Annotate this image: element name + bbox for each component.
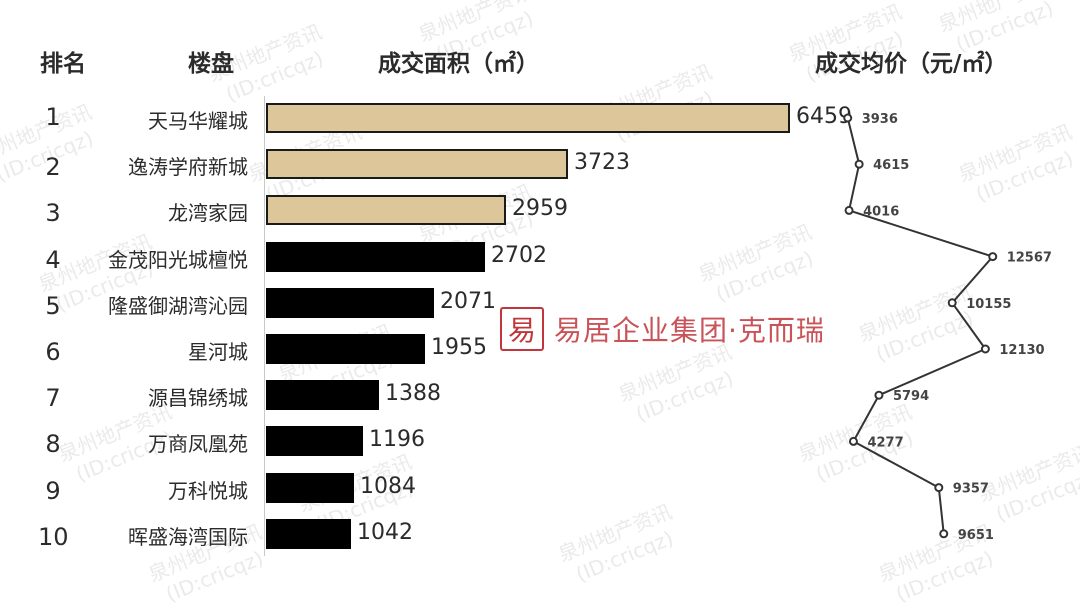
- brand-logo: 易 易居企业集团·克而瑞: [500, 307, 825, 351]
- project-name-label: 天马华耀城: [148, 109, 248, 133]
- header-name: 楼盘: [188, 51, 234, 77]
- project-name-label: 星河城: [188, 340, 248, 364]
- area-bar: [266, 334, 425, 364]
- price-value-label: 3936: [862, 112, 898, 127]
- project-name-label: 龙湾家园: [168, 201, 248, 226]
- rank-label: 4: [45, 245, 61, 274]
- rank-label: 1: [45, 103, 61, 131]
- area-value-label: 1042: [357, 519, 413, 545]
- price-point: [939, 529, 949, 539]
- project-name-label: 万科悦城: [168, 478, 248, 503]
- price-value-label: 9651: [958, 528, 994, 543]
- area-bar: [266, 103, 790, 133]
- price-value-label: 9357: [953, 482, 989, 497]
- price-point: [854, 159, 864, 169]
- project-name-label: 晖盛海湾国际: [128, 524, 248, 549]
- area-value-label: 1084: [360, 473, 416, 499]
- price-point: [848, 436, 858, 446]
- rank-label: 6: [45, 338, 61, 366]
- rank-label: 8: [45, 430, 61, 459]
- area-bar: [266, 472, 354, 503]
- project-name-label: 逸涛学府新城: [128, 155, 248, 180]
- price-value-label: 4016: [863, 204, 899, 219]
- header-price: 成交均价（元/㎡）: [815, 51, 1008, 77]
- price-point: [934, 483, 944, 493]
- header-rank: 排名: [40, 51, 86, 77]
- area-value-label: 1955: [431, 335, 487, 360]
- price-value-label: 5794: [893, 389, 929, 404]
- area-bar: [266, 426, 363, 457]
- area-value-label: 6459: [796, 104, 852, 129]
- area-value-label: 1196: [369, 427, 425, 453]
- logo-text: 易居企业集团·克而瑞: [554, 314, 825, 347]
- area-value-label: 3723: [574, 150, 630, 176]
- project-name-label: 金茂阳光城檀悦: [108, 247, 248, 272]
- price-value-label: 4615: [873, 158, 909, 173]
- area-value-label: 2702: [491, 242, 547, 268]
- area-bar: [266, 380, 379, 411]
- logo-seal-icon: 易: [500, 307, 544, 351]
- rank-label: 5: [45, 291, 61, 320]
- price-point: [988, 252, 998, 262]
- project-name-label: 万商凤凰苑: [148, 432, 248, 457]
- price-point: [844, 205, 854, 215]
- price-value-label: 10155: [966, 297, 1011, 312]
- price-value-label: 4277: [867, 435, 903, 450]
- area-value-label: 2071: [440, 288, 496, 314]
- area-value-label: 1388: [385, 381, 441, 407]
- area-value-label: 2959: [512, 196, 568, 222]
- area-bar: [266, 287, 434, 318]
- rank-label: 10: [38, 522, 69, 551]
- area-bar: [266, 149, 568, 180]
- price-value-label: 12130: [999, 343, 1044, 358]
- project-name-label: 隆盛御湖湾沁园: [108, 293, 248, 318]
- category-axis-line: [264, 96, 265, 556]
- price-point: [980, 344, 990, 354]
- area-bar: [266, 518, 351, 549]
- rank-label: 2: [45, 153, 61, 182]
- project-name-label: 源昌锦绣城: [148, 386, 248, 411]
- price-point: [947, 298, 957, 308]
- area-bar: [266, 195, 506, 226]
- rank-label: 9: [45, 476, 61, 505]
- price-value-label: 12567: [1007, 251, 1052, 266]
- rank-label: 7: [45, 384, 61, 413]
- header-area: 成交面积（㎡）: [378, 51, 539, 77]
- price-point: [874, 390, 884, 400]
- price-point: [843, 113, 853, 123]
- area-bar: [266, 241, 485, 272]
- rank-label: 3: [45, 199, 61, 228]
- price-line: [846, 117, 995, 534]
